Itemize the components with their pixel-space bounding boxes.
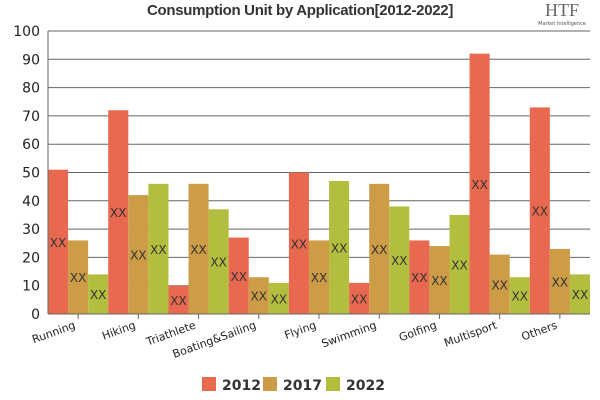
- bar-2012: [409, 240, 430, 314]
- bar-2017: [429, 246, 450, 314]
- y-tick-label: 40: [22, 194, 40, 210]
- x-tick-label: Multisport: [442, 318, 499, 349]
- data-label: XX: [512, 290, 528, 304]
- bar-2022: [268, 282, 289, 314]
- bar-2012: [228, 237, 249, 314]
- htf-logo: HTF Market Intelligence: [538, 0, 586, 27]
- bar-2022: [389, 206, 410, 314]
- y-tick-label: 60: [22, 137, 40, 153]
- data-label: XX: [391, 254, 407, 268]
- data-label: XX: [572, 288, 588, 302]
- y-tick-label: 50: [22, 166, 40, 182]
- bar-2022: [569, 274, 590, 314]
- data-label: XX: [291, 237, 307, 251]
- data-label: XX: [371, 243, 387, 257]
- data-label: XX: [50, 236, 66, 250]
- bar-2012: [349, 282, 370, 314]
- bar-2012: [48, 169, 69, 314]
- x-tick-label: Hiking: [100, 319, 137, 343]
- bar-2012: [529, 107, 550, 314]
- y-tick-label: 20: [22, 250, 40, 266]
- bar-2017: [68, 240, 89, 314]
- y-tick-label: 10: [22, 279, 40, 295]
- x-tick-label: Others: [520, 319, 559, 344]
- legend-label-2017: 2017: [283, 378, 322, 394]
- y-tick-label: 80: [22, 81, 40, 97]
- data-label: XX: [471, 178, 487, 192]
- data-label: XX: [110, 206, 126, 220]
- bar-2022: [148, 183, 169, 314]
- data-label: XX: [230, 270, 246, 284]
- bar-2022: [329, 180, 350, 314]
- data-label: XX: [70, 271, 86, 285]
- y-tick-label: 30: [22, 222, 40, 238]
- data-label: XX: [210, 256, 226, 270]
- legend-label-2022: 2022: [346, 378, 385, 394]
- data-label: XX: [331, 241, 347, 255]
- bar-2017: [489, 254, 510, 314]
- bar-2022: [509, 277, 530, 314]
- bar-2017: [128, 195, 149, 314]
- bar-2012: [168, 285, 189, 314]
- legend-swatch-2022: [326, 377, 340, 391]
- bar-2017: [369, 183, 390, 314]
- data-label: XX: [491, 278, 507, 292]
- y-tick-label: 90: [22, 52, 40, 68]
- logo-subtext: Market Intelligence: [538, 21, 586, 27]
- data-label: XX: [311, 271, 327, 285]
- legend-label-2012: 2012: [222, 378, 261, 394]
- data-label: XX: [552, 275, 568, 289]
- data-label: XX: [411, 271, 427, 285]
- bar-2017: [549, 248, 570, 314]
- data-label: XX: [190, 243, 206, 257]
- bar-2012: [288, 172, 309, 314]
- data-label: XX: [431, 274, 447, 288]
- y-tick-label: 100: [13, 24, 40, 40]
- legend-swatch-2017: [263, 377, 277, 391]
- bar-2012: [469, 53, 490, 314]
- x-tick-label: Swimming: [320, 319, 378, 351]
- data-label: XX: [251, 290, 267, 304]
- y-tick-label: 0: [31, 307, 40, 323]
- data-label: XX: [150, 243, 166, 257]
- bar-2012: [108, 110, 129, 315]
- data-label: XX: [532, 205, 548, 219]
- data-label: XX: [130, 249, 146, 263]
- chart-title: Consumption Unit by Application[2012-202…: [146, 2, 454, 19]
- bar-2022: [88, 274, 109, 314]
- x-tick-label: Flying: [283, 319, 318, 342]
- bar-2017: [308, 240, 330, 314]
- data-label: XX: [90, 288, 106, 302]
- legend-swatch-2012: [202, 377, 216, 391]
- bar-2017: [188, 183, 209, 314]
- data-label: XX: [271, 292, 287, 306]
- logo-text: HTF: [545, 0, 580, 20]
- bar-2022: [208, 209, 229, 314]
- bar-2017: [248, 277, 269, 314]
- data-label: XX: [170, 294, 186, 308]
- x-tick-label: Golfing: [397, 319, 438, 345]
- data-label: XX: [351, 292, 367, 306]
- y-tick-label: 70: [22, 109, 40, 125]
- bar-2022: [449, 214, 470, 314]
- data-label: XX: [451, 258, 467, 272]
